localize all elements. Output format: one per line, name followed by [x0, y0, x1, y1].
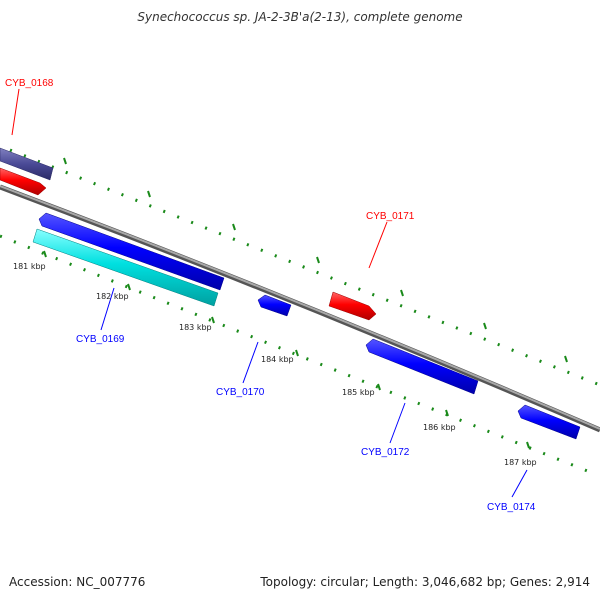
tick-label-186: 186 kbp [423, 423, 456, 432]
gene-labels: CYB_0168 CYB_0171 CYB_0169 CYB_0170 CYB_… [5, 78, 536, 513]
tick-label-187: 187 kbp [504, 458, 537, 467]
gene-label-cyb-0171[interactable]: CYB_0171 [366, 211, 415, 222]
genome-backbone [0, 184, 600, 433]
gene-arrow-cyb-0171[interactable] [328, 291, 377, 321]
gene-label-cyb-0169[interactable]: CYB_0169 [76, 334, 125, 345]
gene-arrow-cyb-0174[interactable] [517, 404, 581, 440]
inner-dotted-track [0, 234, 591, 474]
gene-label-cyb-0172[interactable]: CYB_0172 [361, 447, 410, 458]
gene-label-cyb-0174[interactable]: CYB_0174 [487, 502, 536, 513]
feature-cyan-rna[interactable] [32, 228, 219, 307]
genome-summary-text: Topology: circular; Length: 3,046,682 bp… [260, 575, 590, 589]
outer-tick-marks [63, 157, 568, 363]
position-tick-labels: 181 kbp 182 kbp 183 kbp 184 kbp 185 kbp … [13, 262, 537, 467]
gene-label-cyb-0168[interactable]: CYB_0168 [5, 78, 54, 89]
gene-arrow-cyb-0168[interactable] [0, 167, 47, 196]
inner-tick-marks [43, 250, 530, 449]
genome-title: Synechococcus sp. JA-2-3B'a(2-13), compl… [137, 10, 463, 24]
gene-arrow-cyb-0169[interactable] [38, 212, 225, 291]
label-leader-lines [11, 88, 528, 498]
tick-label-182: 182 kbp [96, 292, 129, 301]
gene-arrow-cyb-0170[interactable] [257, 294, 292, 317]
tick-label-185: 185 kbp [342, 388, 375, 397]
gene-features [0, 147, 581, 440]
accession-text: Accession: NC_007776 [9, 575, 146, 589]
gene-label-cyb-0170[interactable]: CYB_0170 [216, 387, 265, 398]
outer-dotted-track [9, 148, 600, 387]
tick-label-181: 181 kbp [13, 262, 46, 271]
feature-partial-purple[interactable] [0, 147, 54, 181]
tick-label-184: 184 kbp [261, 355, 294, 364]
tick-label-183: 183 kbp [179, 323, 212, 332]
gene-arrow-cyb-0172[interactable] [365, 338, 479, 395]
